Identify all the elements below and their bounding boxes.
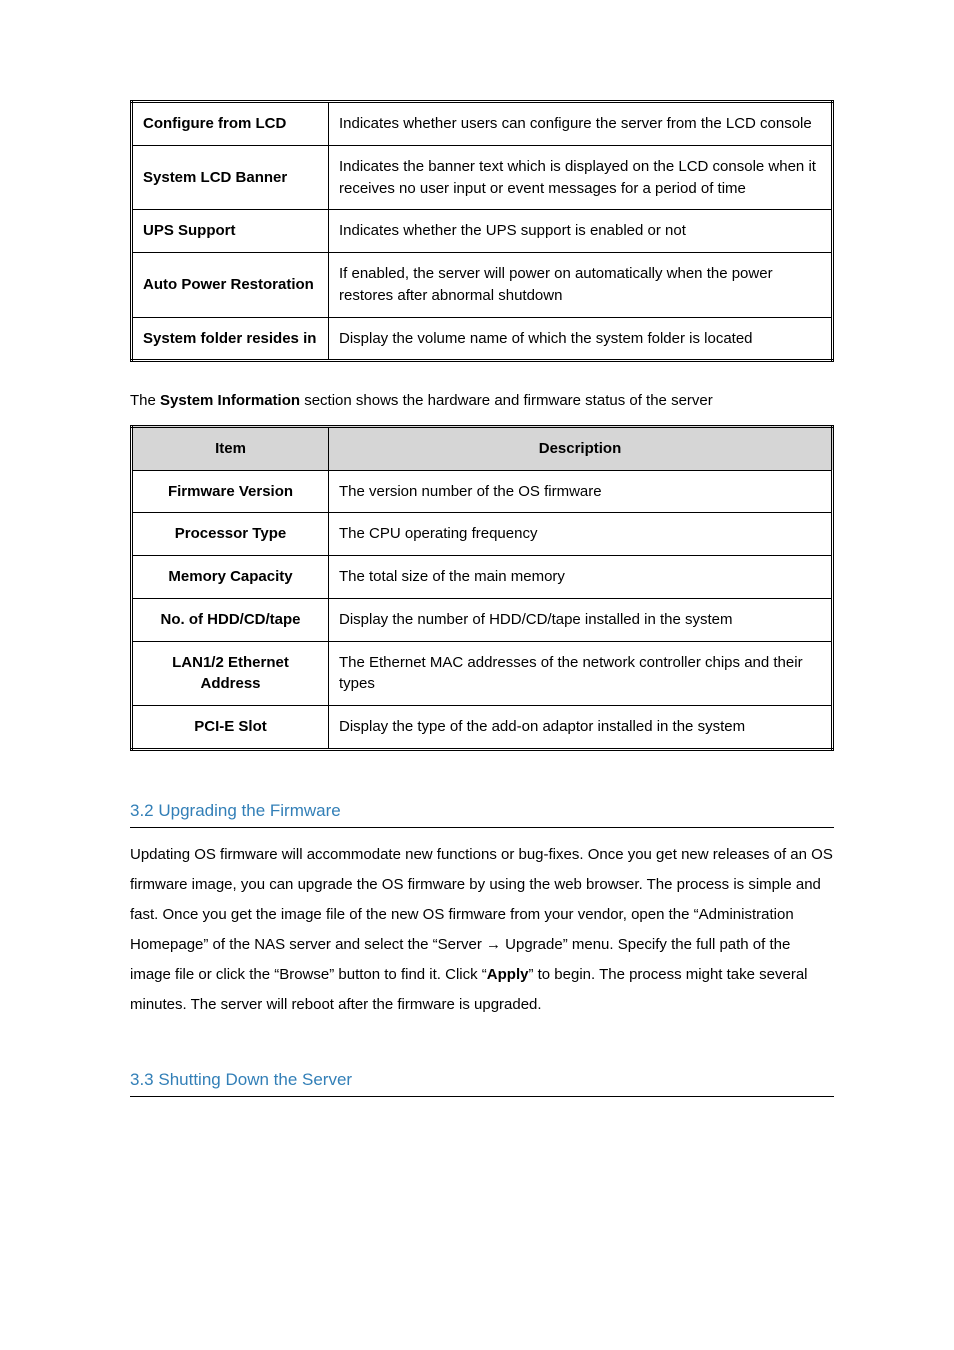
row-description: Indicates whether the UPS support is ena… [329, 210, 833, 253]
document-page: Configure from LCDIndicates whether user… [0, 0, 954, 1197]
row-label: System LCD Banner [132, 145, 329, 210]
table-row: LAN1/2 Ethernet AddressThe Ethernet MAC … [132, 641, 833, 706]
table-row: Processor TypeThe CPU operating frequenc… [132, 513, 833, 556]
row-label: Firmware Version [132, 470, 329, 513]
row-label: LAN1/2 Ethernet Address [132, 641, 329, 706]
intro-prefix: The [130, 392, 160, 409]
row-label: No. of HDD/CD/tape [132, 598, 329, 641]
row-description: Indicates the banner text which is displ… [329, 145, 833, 210]
table-row: Configure from LCDIndicates whether user… [132, 102, 833, 146]
row-label: Processor Type [132, 513, 329, 556]
row-description: The total size of the main memory [329, 556, 833, 599]
row-description: The version number of the OS firmware [329, 470, 833, 513]
system-info-intro: The System Information section shows the… [130, 390, 834, 413]
row-description: Indicates whether users can configure th… [329, 102, 833, 146]
table-row: Auto Power RestorationIf enabled, the se… [132, 253, 833, 318]
row-description: The Ethernet MAC addresses of the networ… [329, 641, 833, 706]
table-header-row: Item Description [132, 426, 833, 470]
row-label: Auto Power Restoration [132, 253, 329, 318]
row-description: The CPU operating frequency [329, 513, 833, 556]
table-row: System LCD BannerIndicates the banner te… [132, 145, 833, 210]
row-description: Display the volume name of which the sys… [329, 317, 833, 361]
row-description: If enabled, the server will power on aut… [329, 253, 833, 318]
row-label: System folder resides in [132, 317, 329, 361]
row-label: UPS Support [132, 210, 329, 253]
settings-table-1: Configure from LCDIndicates whether user… [130, 100, 834, 362]
section-3-2-heading: 3.2 Upgrading the Firmware [130, 801, 834, 828]
row-label: Memory Capacity [132, 556, 329, 599]
table-row: System folder resides inDisplay the volu… [132, 317, 833, 361]
system-info-table: Item Description Firmware VersionThe ver… [130, 425, 834, 751]
table-row: Memory CapacityThe total size of the mai… [132, 556, 833, 599]
header-item: Item [132, 426, 329, 470]
table-row: Firmware VersionThe version number of th… [132, 470, 833, 513]
row-description: Display the type of the add-on adaptor i… [329, 706, 833, 750]
table-row: No. of HDD/CD/tapeDisplay the number of … [132, 598, 833, 641]
row-description: Display the number of HDD/CD/tape instal… [329, 598, 833, 641]
intro-bold: System Information [160, 392, 300, 409]
section-3-3-heading: 3.3 Shutting Down the Server [130, 1070, 834, 1097]
section-3-2-body: Updating OS firmware will accommodate ne… [130, 840, 834, 1020]
row-label: Configure from LCD [132, 102, 329, 146]
body-bold: Apply [487, 966, 529, 983]
row-label: PCI-E Slot [132, 706, 329, 750]
intro-suffix: section shows the hardware and firmware … [300, 392, 713, 409]
header-description: Description [329, 426, 833, 470]
table-row: PCI-E SlotDisplay the type of the add-on… [132, 706, 833, 750]
table-row: UPS SupportIndicates whether the UPS sup… [132, 210, 833, 253]
body-pre: Updating OS firmware will accommodate ne… [130, 846, 833, 983]
